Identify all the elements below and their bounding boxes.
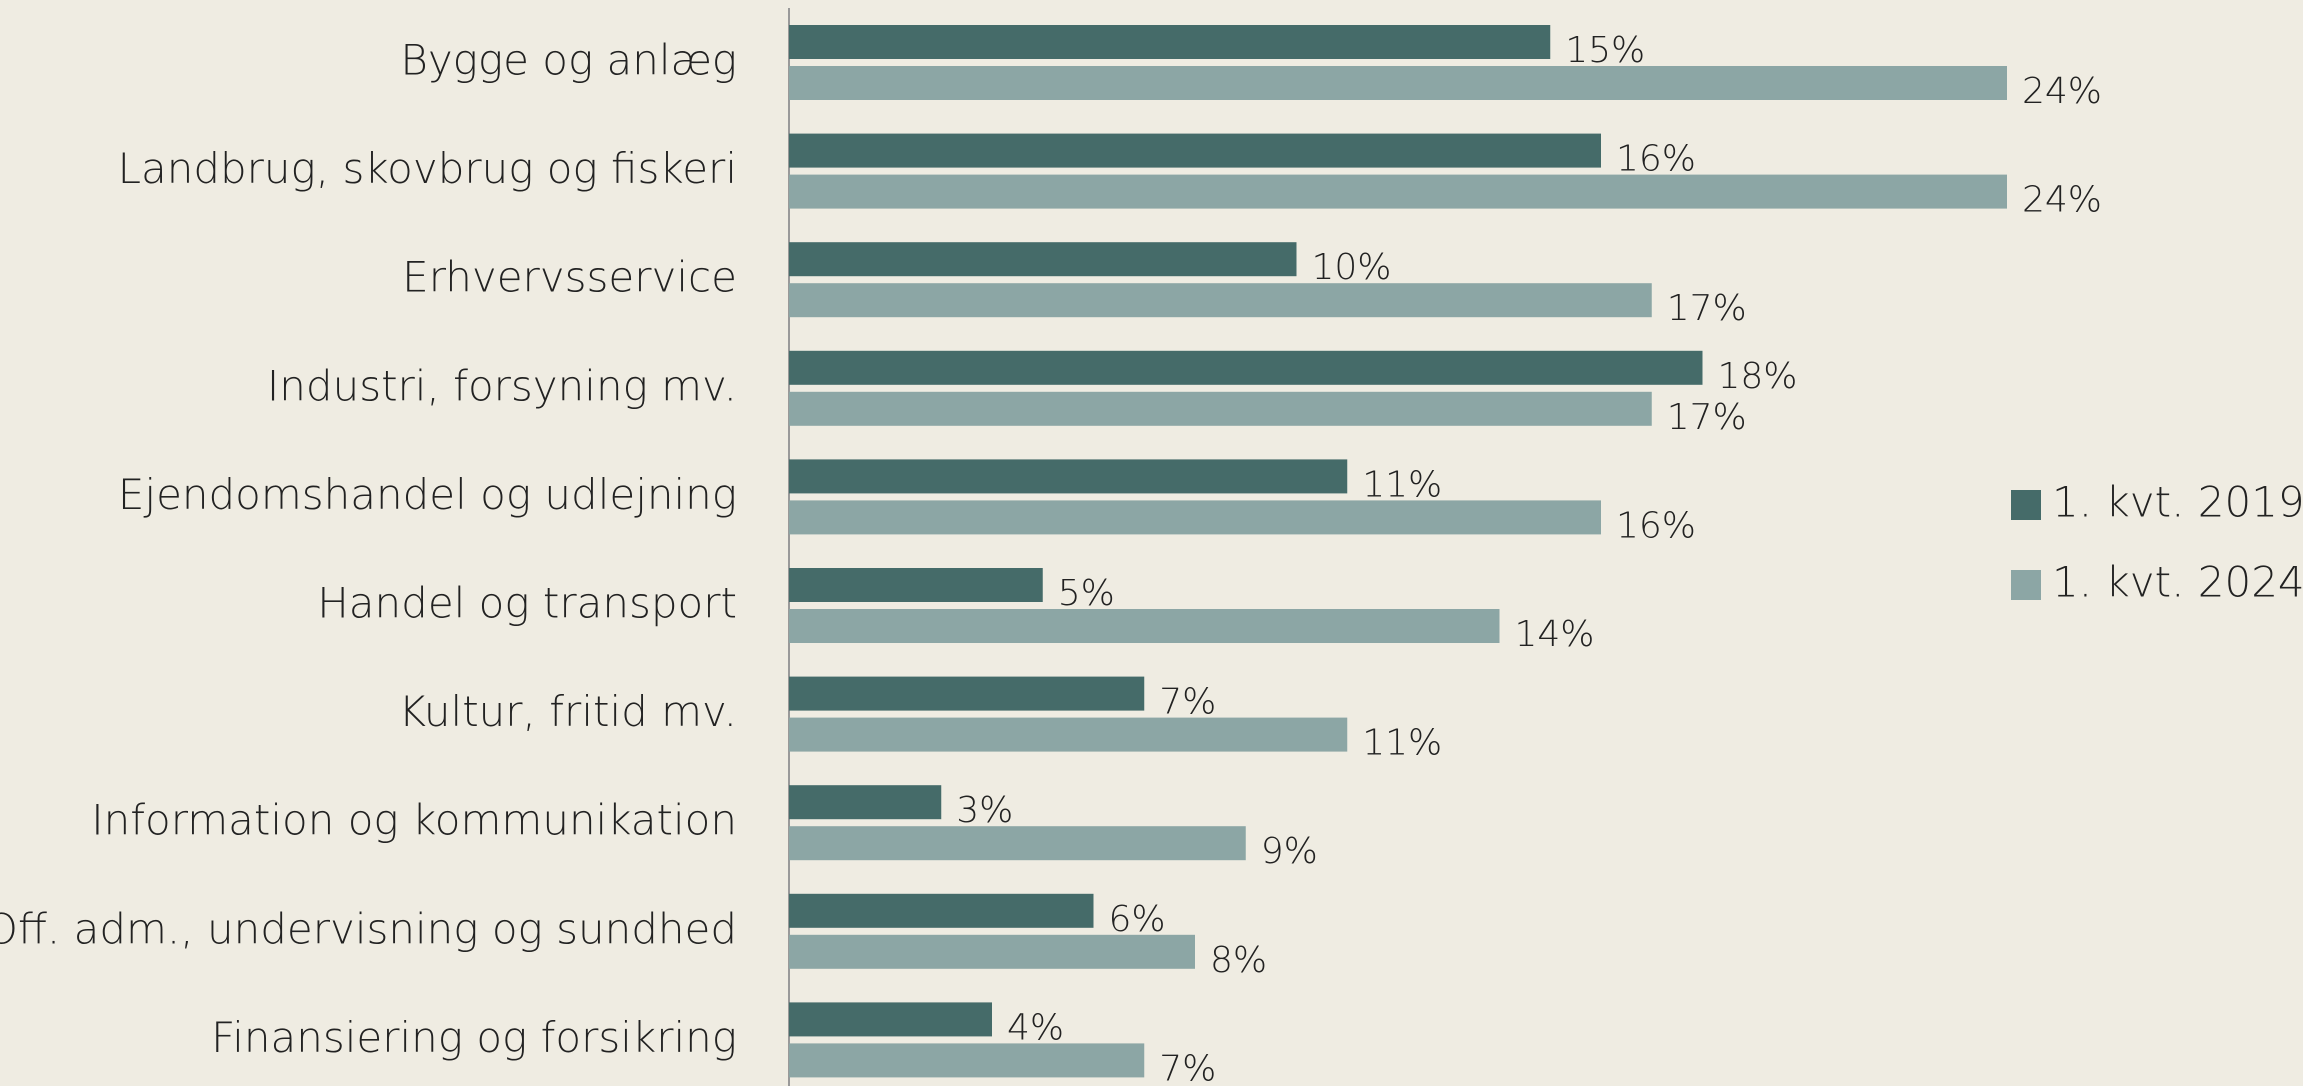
- value-label: 16%: [1616, 139, 1696, 180]
- bar: [789, 133, 1601, 168]
- value-label: 6%: [1109, 899, 1166, 940]
- value-label: 24%: [2022, 180, 2102, 221]
- category-label: Landbrug, skovbrug og fiskeri: [118, 144, 737, 193]
- category-label: Finansiering og forsikring: [211, 1013, 737, 1062]
- category-label: Bygge og anlæg: [400, 36, 737, 85]
- category-label: Erhvervsservice: [402, 253, 737, 302]
- value-label: 5%: [1058, 573, 1115, 614]
- category-label: Handel og transport: [317, 579, 737, 628]
- value-label: 11%: [1362, 464, 1442, 505]
- value-label: 14%: [1515, 614, 1595, 655]
- category-label: Off. adm., undervisning og sundhed: [0, 904, 737, 953]
- legend-swatch: [2011, 570, 2041, 600]
- bar: [789, 500, 1601, 535]
- value-label: 3%: [956, 790, 1013, 831]
- bar: [789, 1043, 1145, 1078]
- value-label: 18%: [1718, 356, 1798, 397]
- category-label: Ejendomshandel og udlejning: [118, 470, 737, 519]
- value-label: 17%: [1667, 397, 1747, 438]
- value-label: 17%: [1667, 288, 1747, 329]
- category-label: Industri, forsyning mv.: [267, 361, 737, 410]
- bar: [789, 568, 1043, 602]
- category-label: Information og kommunikation: [91, 796, 737, 845]
- bar: [789, 826, 1246, 861]
- bar: [789, 391, 1652, 426]
- value-label: 11%: [1362, 723, 1442, 764]
- bar: [789, 459, 1348, 494]
- bar: [789, 66, 2007, 100]
- legend-label: 1. kvt. 2024: [2052, 558, 2303, 607]
- value-label: 9%: [1261, 831, 1318, 872]
- bar: [789, 893, 1094, 928]
- legend-swatch: [2011, 490, 2041, 520]
- bar: [789, 174, 2007, 209]
- value-label: 7%: [1159, 682, 1216, 723]
- legend-label: 1. kvt. 2019: [2052, 478, 2303, 527]
- value-label: 4%: [1007, 1007, 1064, 1048]
- value-label: 15%: [1565, 30, 1645, 71]
- category-label: Kultur, fritid mv.: [398, 687, 737, 736]
- value-label: 16%: [1616, 505, 1696, 546]
- bar: [789, 676, 1145, 711]
- bar: [789, 934, 1195, 969]
- bar: [789, 717, 1348, 752]
- bar: [789, 609, 1500, 643]
- bar: [789, 1002, 992, 1037]
- value-label: 10%: [1312, 247, 1392, 288]
- bar: [789, 350, 1703, 385]
- value-label: 8%: [1210, 940, 1267, 981]
- bar: [789, 283, 1652, 318]
- value-label: 24%: [2022, 71, 2102, 112]
- bar: [789, 25, 1551, 59]
- bar: [789, 785, 942, 820]
- value-label: 7%: [1159, 1048, 1216, 1086]
- bar: [789, 242, 1297, 277]
